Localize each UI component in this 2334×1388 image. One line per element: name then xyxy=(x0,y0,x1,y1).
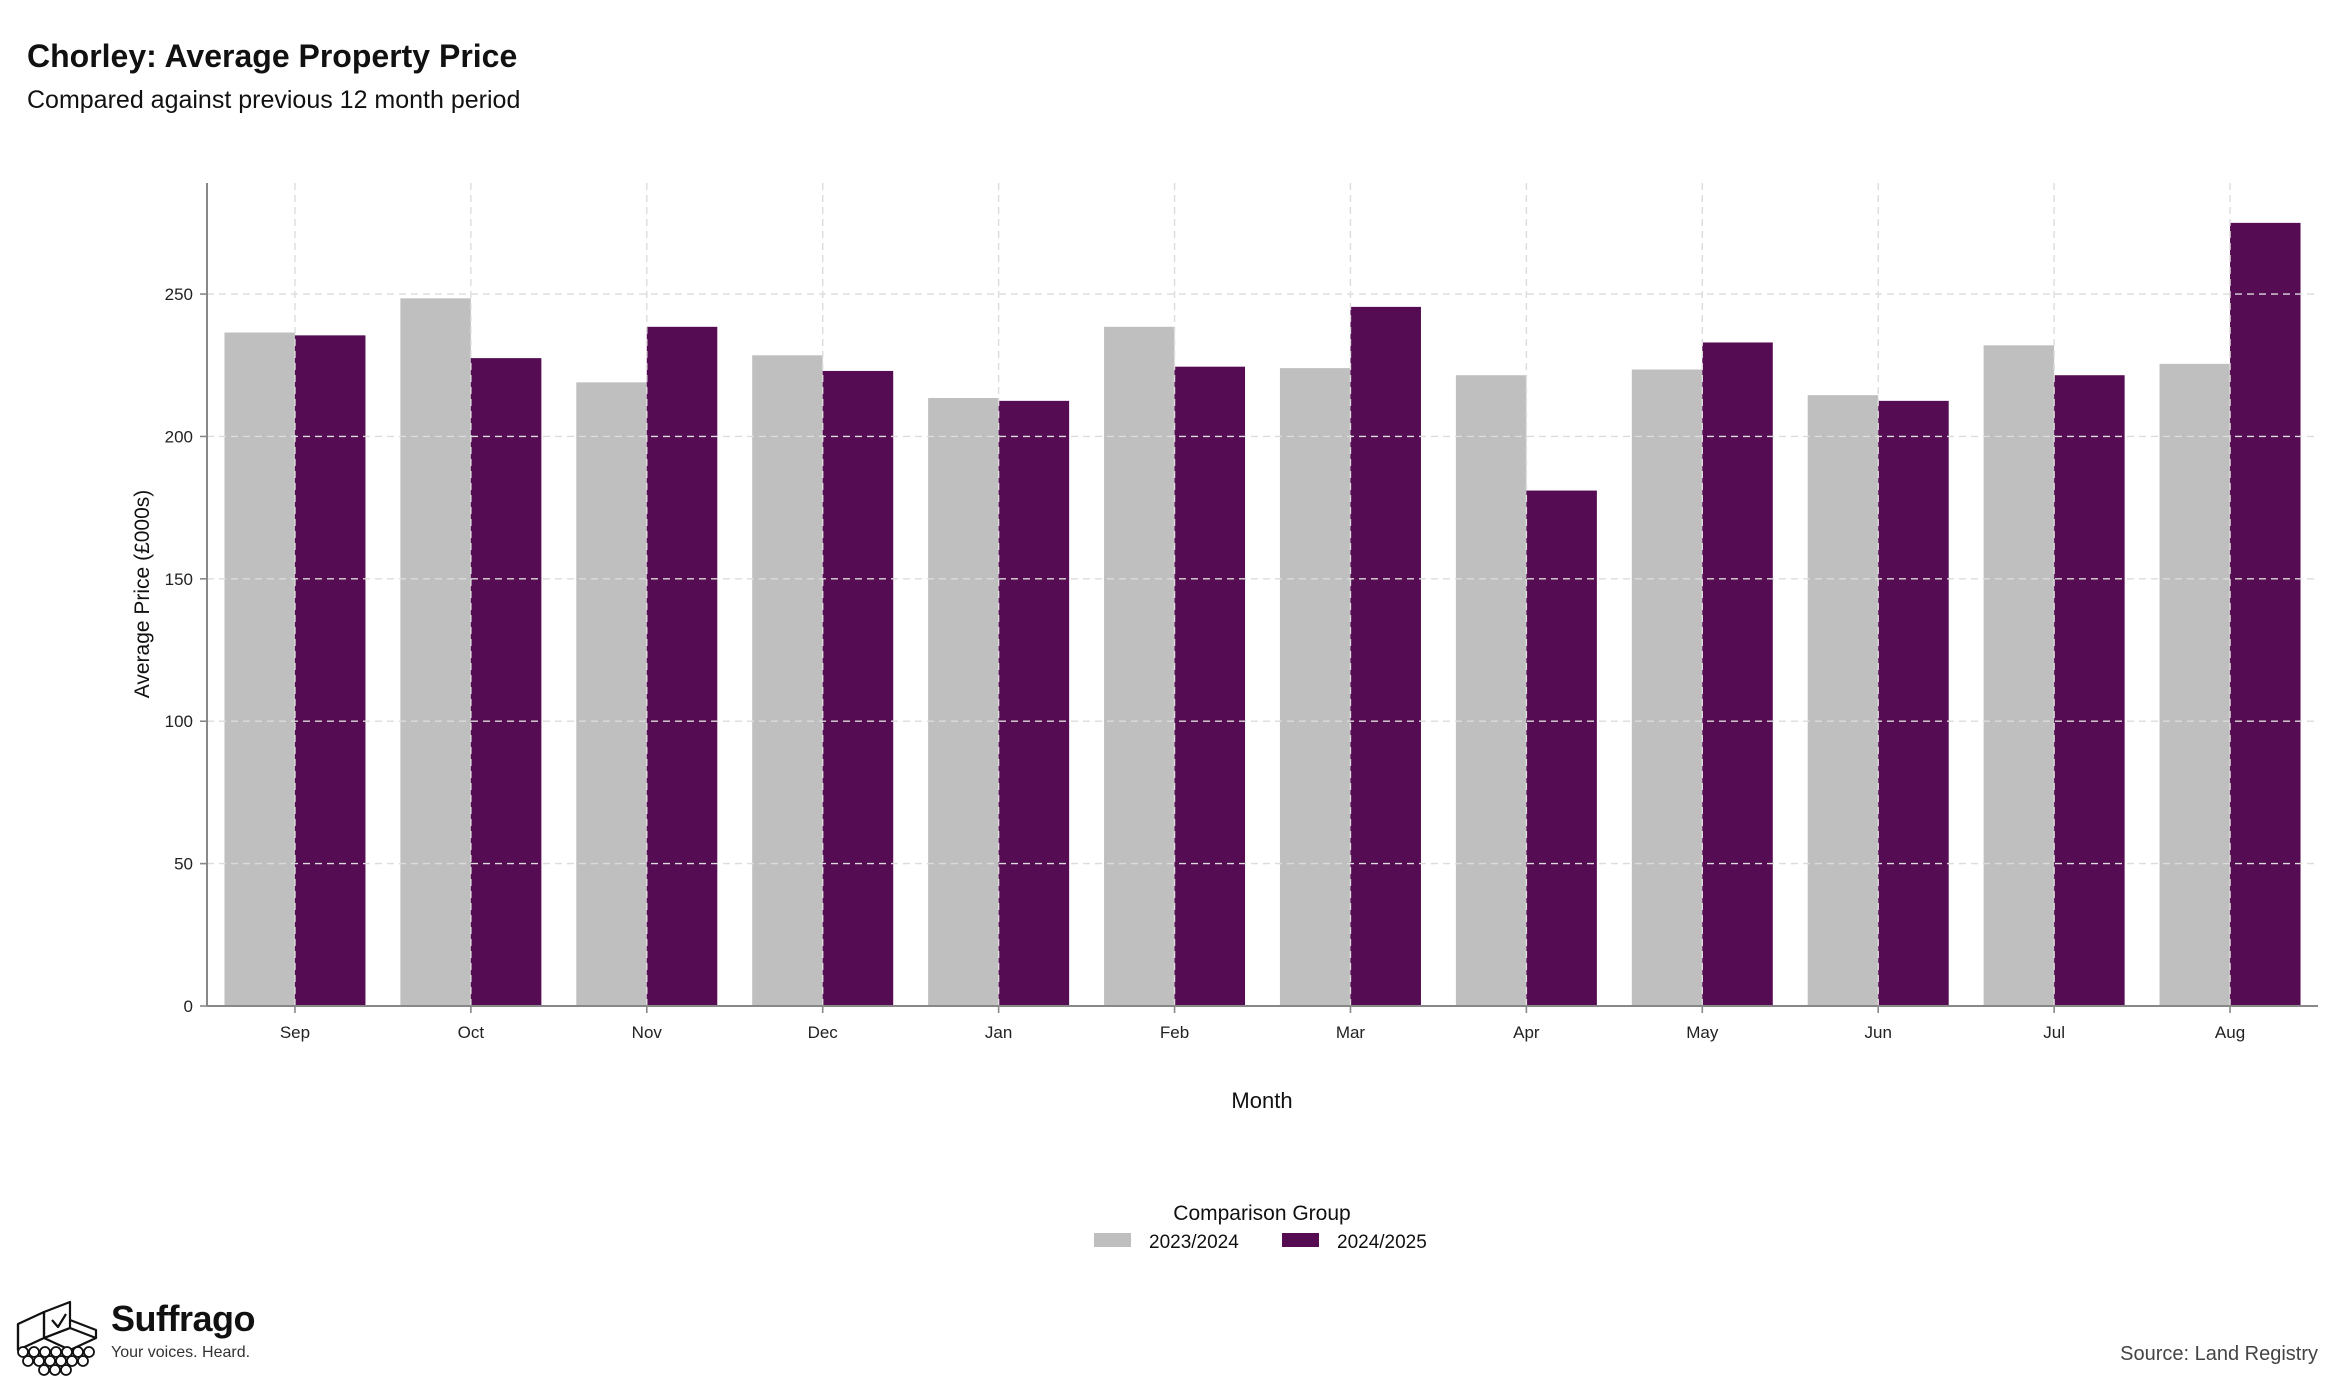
bar-2023-2024-may xyxy=(1631,369,1703,1006)
x-tick-label: Dec xyxy=(808,1023,839,1042)
x-tick-label: Jun xyxy=(1864,1023,1891,1042)
bar-2024-2025-mar xyxy=(1350,306,1421,1006)
bar-2024-2025-jan xyxy=(998,400,1070,1007)
y-tick-label: 0 xyxy=(184,997,193,1016)
bar-2023-2024-apr xyxy=(1455,375,1527,1007)
x-tick-label: Nov xyxy=(632,1023,663,1042)
y-tick-label: 100 xyxy=(165,712,193,731)
y-tick-label: 200 xyxy=(165,427,193,446)
legend-label-2023-2024: 2023/2024 xyxy=(1149,1232,1239,1253)
x-tick-label: Oct xyxy=(458,1023,485,1042)
y-tick-label: 150 xyxy=(165,570,193,589)
x-tick-label: Apr xyxy=(1513,1023,1540,1042)
brand-name: Suffrago xyxy=(111,1298,256,1339)
bar-2023-2024-feb xyxy=(1104,326,1175,1007)
x-axis-title: Month xyxy=(1231,1088,1292,1113)
x-tick-label: Mar xyxy=(1336,1023,1366,1042)
bar-2024-2025-jun xyxy=(1878,400,1949,1007)
x-tick-label: Aug xyxy=(2215,1023,2245,1042)
x-tick-label: Feb xyxy=(1160,1023,1189,1042)
bar-2023-2024-oct xyxy=(400,298,471,1006)
bar-2023-2024-jun xyxy=(1807,395,1879,1006)
bar-2023-2024-jul xyxy=(1983,345,2055,1007)
bar-2024-2025-may xyxy=(1702,342,1773,1006)
y-axis-title: Average Price (£000s) xyxy=(131,490,154,699)
bar-2023-2024-jan xyxy=(928,398,999,1006)
bar-2024-2025-apr xyxy=(1526,490,1597,1006)
bar-2023-2024-sep xyxy=(224,332,295,1006)
source-note: Source: Land Registry xyxy=(2120,1343,2318,1365)
bar-2024-2025-dec xyxy=(822,370,894,1007)
bar-2024-2025-aug xyxy=(2230,222,2301,1006)
legend-swatch-2023-2024 xyxy=(1094,1233,1131,1247)
bar-2023-2024-nov xyxy=(576,382,647,1007)
bar-2023-2024-aug xyxy=(2159,363,2231,1007)
chart-title: Chorley: Average Property Price xyxy=(27,38,518,74)
bar-2024-2025-feb xyxy=(1174,366,1246,1006)
bar-2024-2025-oct xyxy=(470,358,542,1006)
x-tick-label: May xyxy=(1686,1023,1719,1042)
bar-2024-2025-sep xyxy=(294,335,366,1006)
bar-2023-2024-mar xyxy=(1279,368,1351,1006)
x-tick-label: Jul xyxy=(2043,1023,2065,1042)
legend-title: Comparison Group xyxy=(1173,1202,1350,1225)
y-tick-label: 50 xyxy=(174,855,193,874)
bar-2023-2024-dec xyxy=(752,355,823,1006)
chart-subtitle: Compared against previous 12 month perio… xyxy=(27,86,521,114)
legend-swatch-2024-2025 xyxy=(1282,1233,1319,1247)
brand-tagline: Your voices. Heard. xyxy=(111,1344,251,1361)
x-tick-label: Jan xyxy=(985,1023,1012,1042)
x-tick-label: Sep xyxy=(280,1023,310,1042)
bar-2024-2025-jul xyxy=(2054,375,2125,1007)
legend-label-2024-2025: 2024/2025 xyxy=(1337,1232,1427,1253)
y-tick-label: 250 xyxy=(165,285,193,304)
ballot-box-icon xyxy=(16,1300,98,1376)
bar-2024-2025-nov xyxy=(646,326,718,1007)
